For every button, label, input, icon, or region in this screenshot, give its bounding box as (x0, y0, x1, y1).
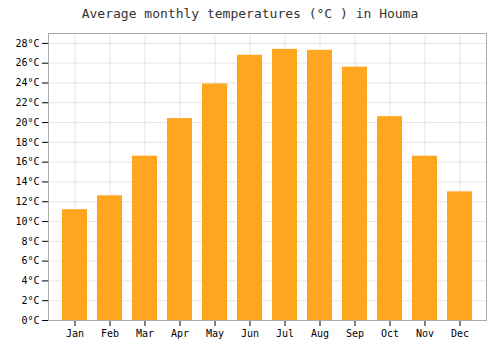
svg-text:24°C: 24°C (15, 77, 39, 88)
svg-text:12°C: 12°C (15, 196, 39, 207)
svg-text:14°C: 14°C (15, 176, 39, 187)
svg-text:Dec: Dec (451, 328, 469, 339)
svg-text:22°C: 22°C (15, 97, 39, 108)
svg-text:Jan: Jan (66, 328, 84, 339)
svg-text:28°C: 28°C (15, 38, 39, 49)
svg-text:Sep: Sep (346, 328, 364, 339)
svg-text:Jun: Jun (241, 328, 259, 339)
svg-text:20°C: 20°C (15, 117, 39, 128)
svg-text:4°C: 4°C (21, 275, 39, 286)
svg-text:6°C: 6°C (21, 255, 39, 266)
svg-text:26°C: 26°C (15, 57, 39, 68)
svg-text:Aug: Aug (311, 328, 329, 339)
svg-text:Nov: Nov (416, 328, 434, 339)
html-text:Average monthly temperatures (: Average monthly temperatures (°C ) in Ho… (81, 6, 419, 21)
svg-text:Apr: Apr (171, 328, 189, 339)
svg-text:10°C: 10°C (15, 216, 39, 227)
svg-text:2°C: 2°C (21, 295, 39, 306)
svg-text:0°C: 0°C (21, 315, 39, 326)
svg-text:8°C: 8°C (21, 236, 39, 247)
svg-text:Oct: Oct (381, 328, 399, 339)
svg-text:Mar: Mar (136, 328, 154, 339)
svg-text:Feb: Feb (101, 328, 119, 339)
svg-text:18°C: 18°C (15, 137, 39, 148)
svg-text:16°C: 16°C (15, 156, 39, 167)
svg-text:May: May (206, 328, 224, 339)
svg-text:Jul: Jul (276, 328, 294, 339)
